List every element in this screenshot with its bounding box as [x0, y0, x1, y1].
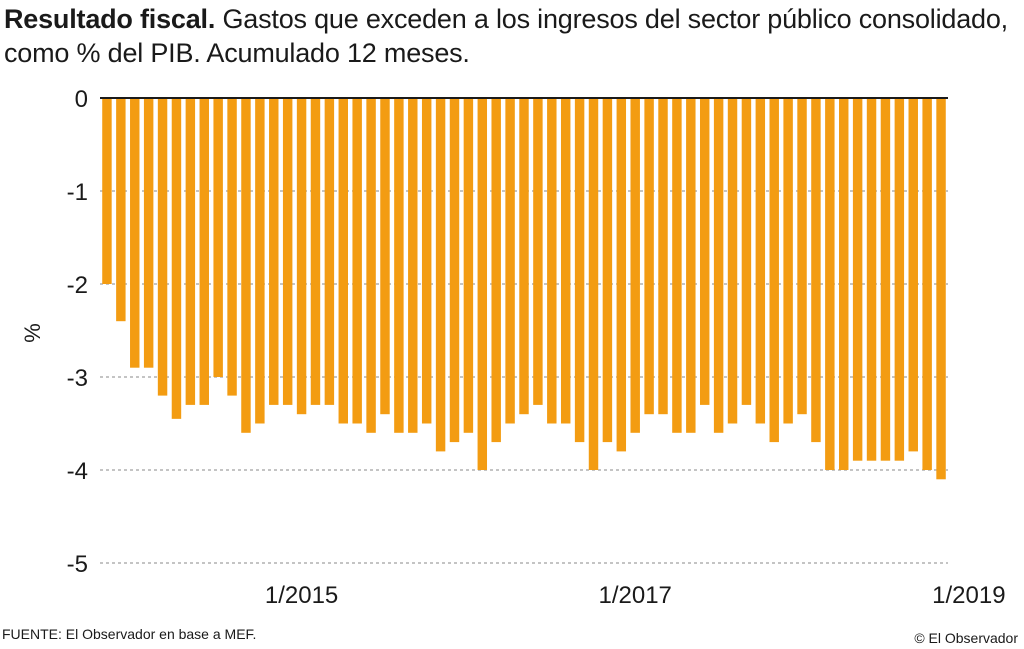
bar	[699, 98, 710, 405]
chart-title-bold: Resultado fiscal.	[4, 4, 216, 34]
bar	[560, 98, 571, 424]
bar	[394, 98, 404, 433]
bar	[435, 98, 446, 452]
bar	[713, 98, 724, 433]
x-tick-label: 1/2019	[932, 582, 1005, 609]
axes: 0 -1 -2 -3 -4 -5 1/2015 1/2017 1/2019	[67, 86, 1006, 609]
bar	[408, 98, 418, 433]
bar	[866, 98, 877, 461]
bar	[936, 98, 946, 480]
bar	[811, 98, 821, 443]
bar	[908, 98, 918, 452]
y-tick-label: -3	[67, 365, 88, 392]
bar	[797, 98, 807, 415]
bar	[658, 98, 668, 415]
bar	[630, 98, 640, 433]
bar	[477, 98, 488, 470]
bar	[269, 98, 279, 405]
y-tick-label: -1	[67, 179, 88, 206]
copyright-note: © El Observador	[914, 630, 1018, 646]
bar	[157, 98, 168, 396]
bar	[116, 98, 126, 322]
bar	[505, 98, 515, 424]
chart-title-rest: Gastos que exceden a los ingresos del se…	[4, 4, 1008, 68]
bar	[769, 98, 779, 443]
y-tick-label: -2	[67, 272, 88, 299]
bar	[130, 98, 140, 368]
bar	[574, 98, 585, 443]
bar	[199, 98, 209, 405]
bar	[616, 98, 627, 452]
bar	[922, 98, 932, 470]
bar	[727, 98, 738, 424]
bar	[783, 98, 793, 424]
source-note: FUENTE: El Observador en base a MEF.	[2, 626, 257, 642]
bar	[102, 98, 112, 284]
bar	[310, 98, 321, 405]
bar	[366, 98, 376, 433]
bar	[449, 98, 460, 443]
bar	[352, 98, 362, 424]
bar	[463, 98, 474, 433]
bar	[547, 98, 557, 424]
bar	[421, 98, 432, 424]
bar	[880, 98, 891, 461]
bar	[171, 98, 182, 419]
bar	[380, 98, 390, 415]
bar	[338, 98, 348, 424]
bar	[255, 98, 265, 424]
bar	[324, 98, 335, 405]
bar	[282, 98, 293, 405]
bar	[686, 98, 696, 433]
x-tick-label: 1/2017	[599, 582, 672, 609]
y-tick-label: 0	[75, 86, 88, 113]
bar	[644, 98, 654, 415]
y-tick-label: -5	[67, 551, 88, 578]
bar	[296, 98, 307, 415]
bar	[227, 98, 237, 396]
bar	[241, 98, 251, 433]
y-tick-label: -4	[67, 458, 88, 485]
chart-title: Resultado fiscal. Gastos que exceden a l…	[4, 2, 1014, 70]
x-tick-label: 1/2015	[265, 582, 338, 609]
bar	[185, 98, 196, 405]
bar	[741, 98, 752, 405]
bar	[533, 98, 543, 405]
bar	[602, 98, 613, 443]
bar	[143, 98, 154, 368]
bar	[672, 98, 682, 433]
bar	[894, 98, 905, 461]
bars	[102, 98, 946, 480]
bar	[755, 98, 766, 424]
y-axis-label: %	[20, 323, 45, 343]
bar	[491, 98, 501, 443]
bar	[839, 98, 849, 470]
bar	[825, 98, 835, 470]
bar	[519, 98, 529, 415]
bar	[852, 98, 863, 461]
bar	[588, 98, 599, 470]
bar	[213, 98, 223, 377]
